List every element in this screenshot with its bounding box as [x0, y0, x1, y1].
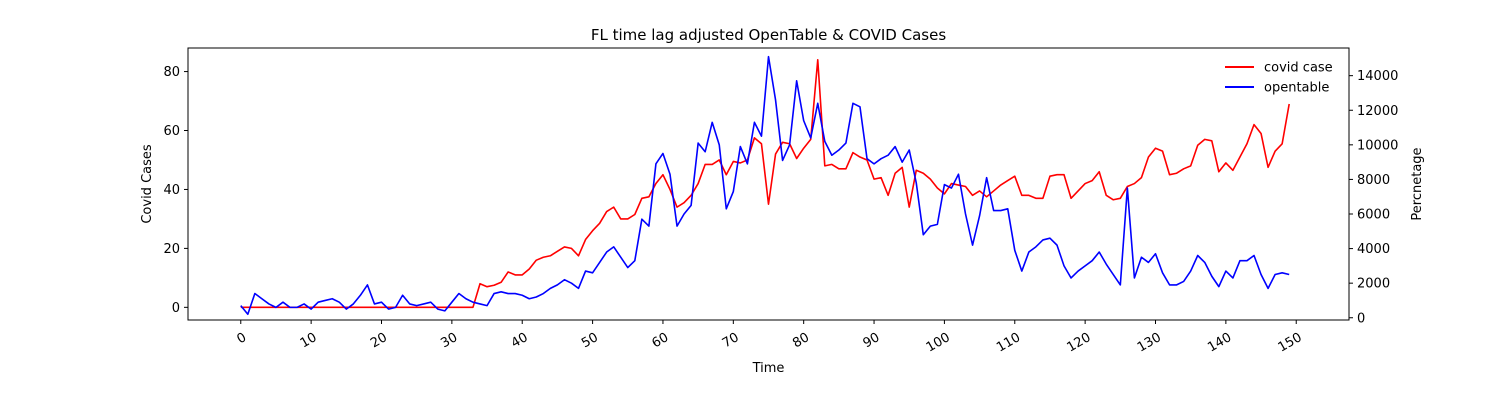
series-line-opentable: [240, 55, 1290, 316]
y-right-tick-label: 10000: [1357, 138, 1398, 153]
series-line-covid-case: [240, 58, 1290, 309]
y-right-tick-label: 8000: [1357, 173, 1390, 188]
x-tick-label: 100: [924, 330, 953, 355]
x-tick-label: 10: [298, 330, 320, 351]
x-tick-label: 90: [861, 330, 883, 351]
y-left-tick-label: 40: [163, 183, 180, 198]
y-left-tick-label: 80: [163, 65, 180, 80]
x-tick-label: 140: [1205, 330, 1234, 355]
x-tick-label: 0: [234, 330, 249, 347]
x-tick-label: 150: [1276, 330, 1305, 355]
x-tick-label: 50: [579, 330, 601, 351]
y-right-tick-label: 14000: [1357, 69, 1398, 84]
plot-layer: 0 10 20 30 40 50 60 70 80 90 100 110 120 130 140 150 0 20…: [163, 47, 1398, 355]
y-axis-left-label: Covid Cases: [140, 144, 155, 224]
x-axis-label: Time: [752, 361, 785, 376]
x-tick-label: 70: [720, 330, 742, 351]
x-tick-label: 30: [438, 330, 460, 351]
x-tick-label: 130: [1135, 330, 1164, 355]
y-axis-right-label: Percnetage: [1410, 147, 1425, 220]
legend-label: opentable: [1264, 81, 1329, 96]
y-right-tick-label: 4000: [1357, 242, 1390, 257]
y-left-tick-label: 0: [172, 301, 180, 316]
x-tick-label: 120: [1065, 330, 1094, 355]
x-tick-label: 60: [650, 330, 672, 351]
x-tick-label: 80: [790, 330, 812, 351]
legend: covid case opentable: [1225, 61, 1333, 96]
y-right-tick-label: 0: [1357, 311, 1365, 326]
plot-frame: [187, 47, 1350, 321]
y-left-tick-label: 20: [163, 242, 180, 257]
chart-title: FL time lag adjusted OpenTable & COVID C…: [591, 26, 946, 44]
y-left-tick-label: 60: [163, 124, 180, 139]
legend-label: covid case: [1264, 61, 1333, 76]
x-tick-label: 40: [509, 330, 531, 351]
y-right-tick-label: 12000: [1357, 104, 1398, 119]
y-right-tick-label: 2000: [1357, 277, 1390, 292]
x-tick-label: 110: [994, 330, 1023, 355]
y-right-tick-label: 6000: [1357, 208, 1390, 223]
x-tick-label: 20: [368, 330, 390, 351]
